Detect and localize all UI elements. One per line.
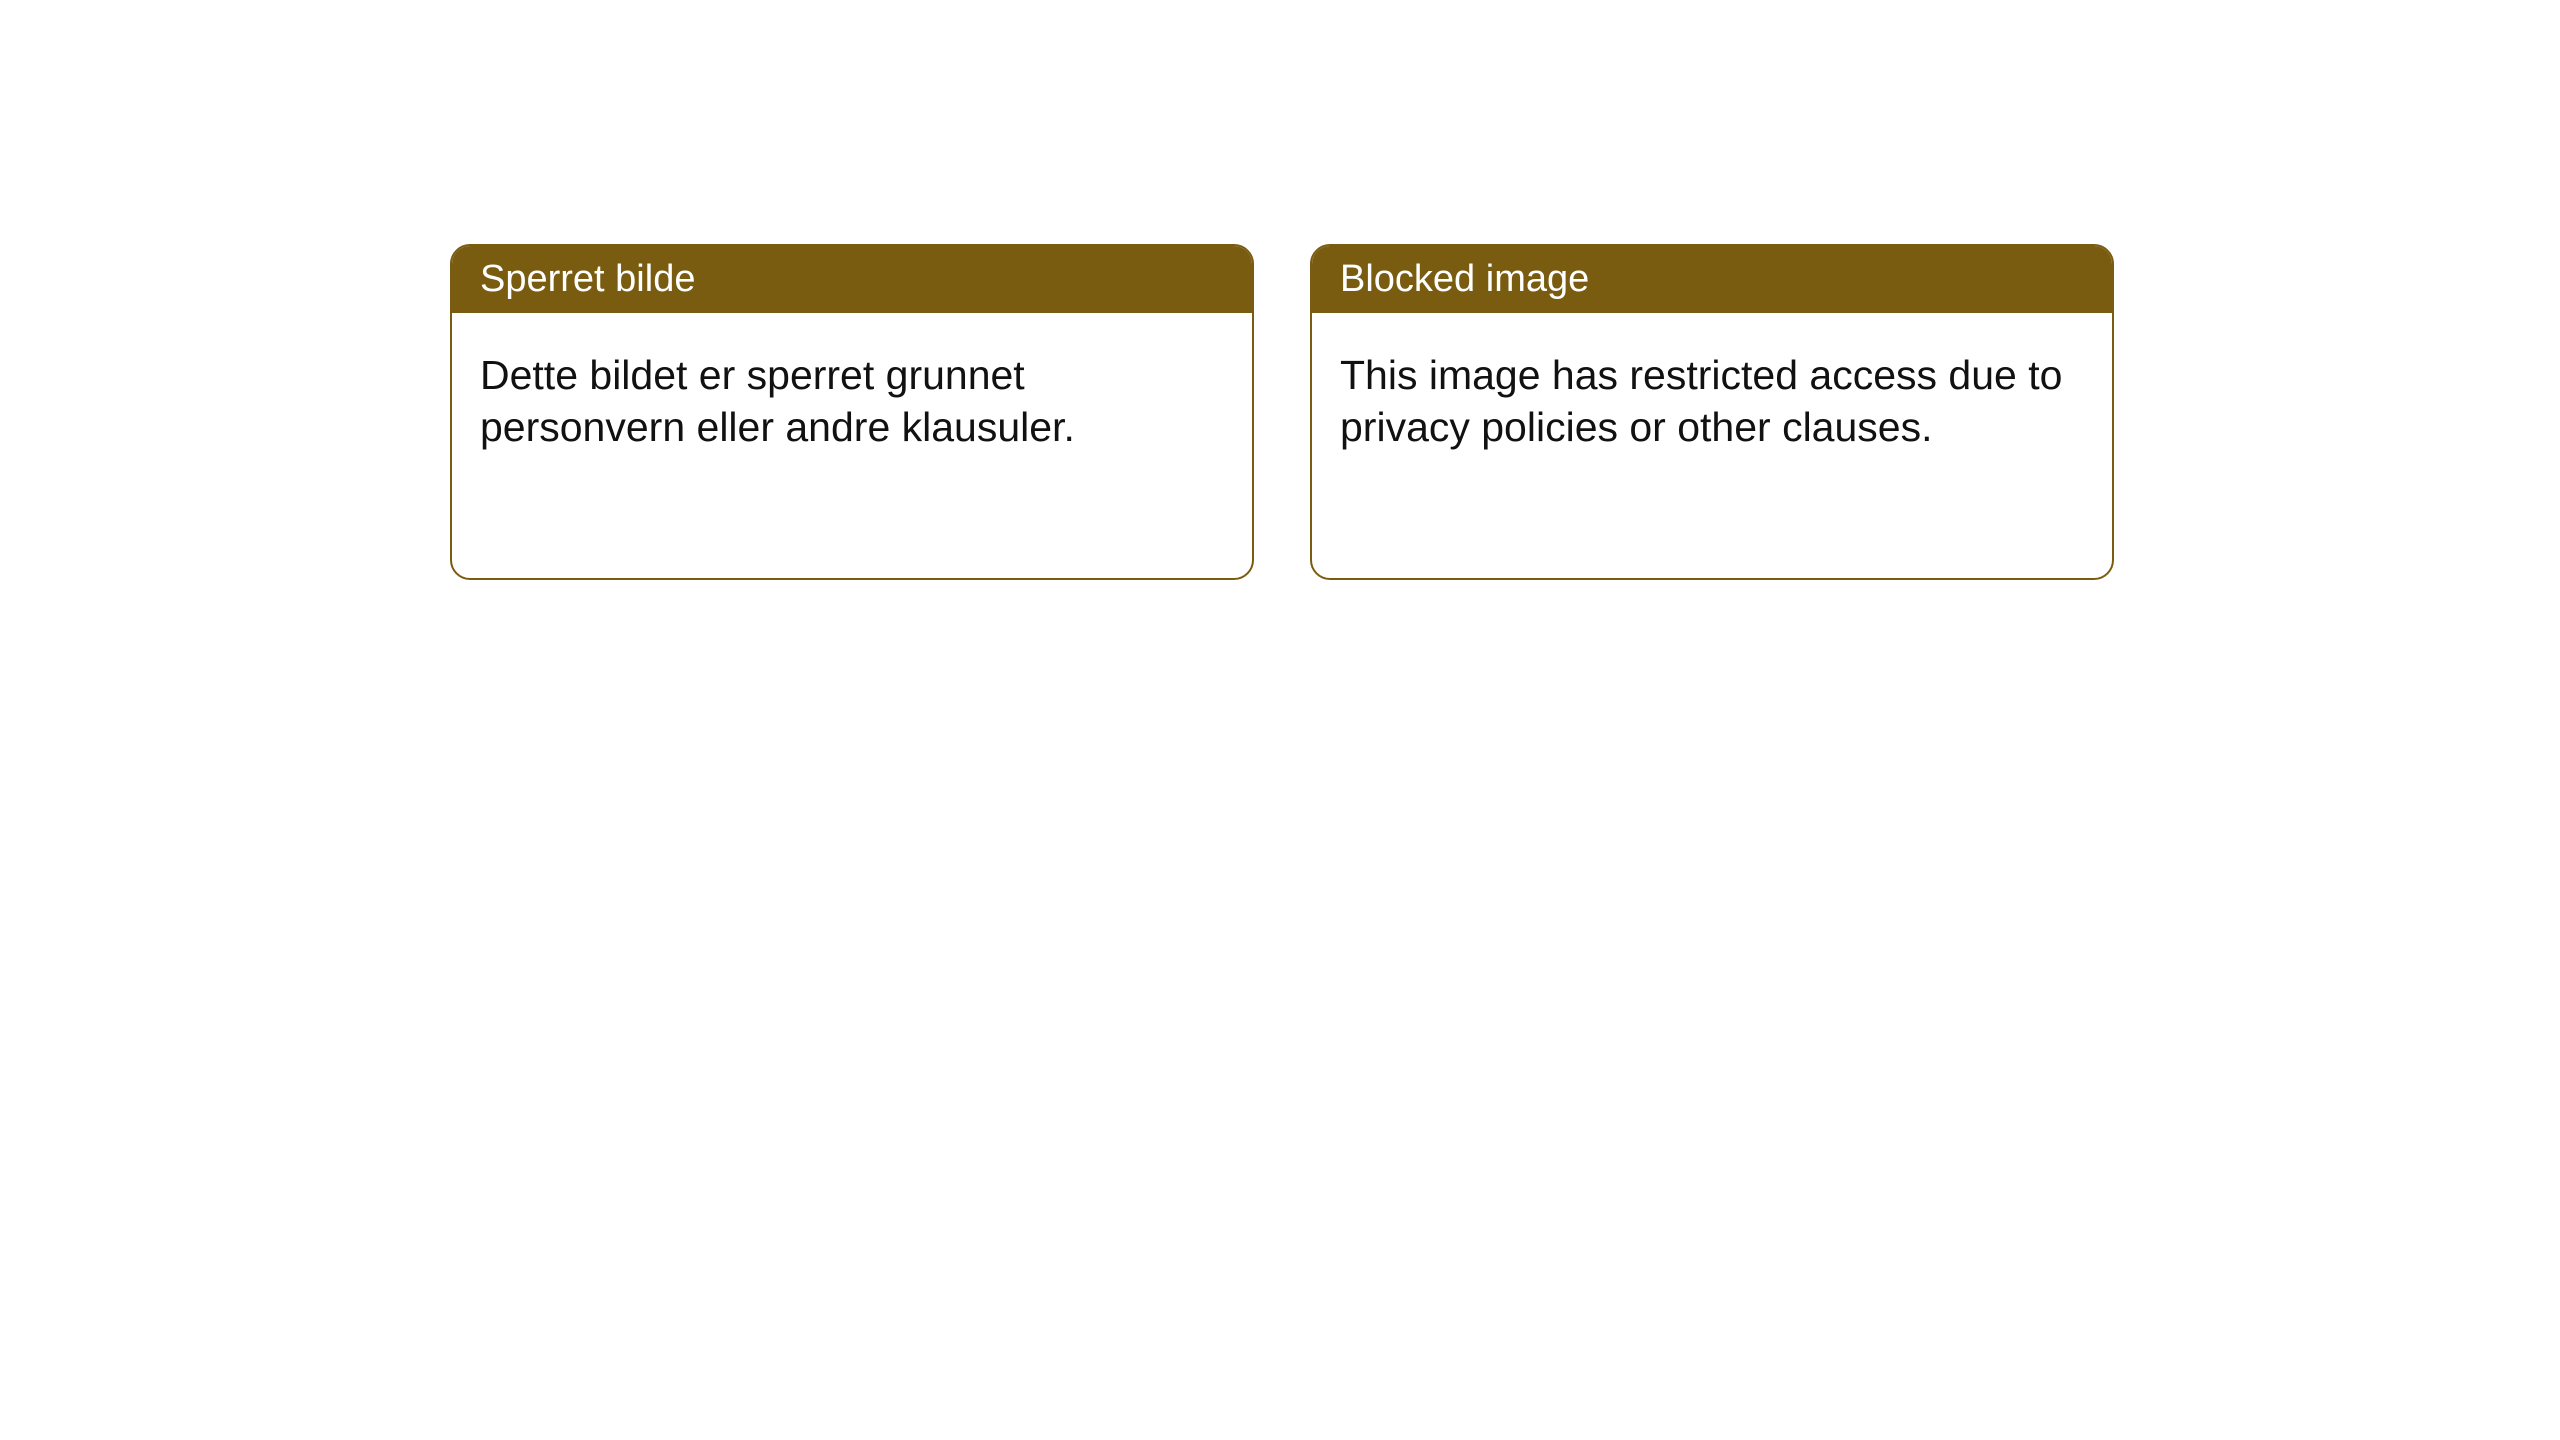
notice-header-norwegian: Sperret bilde (452, 246, 1252, 313)
notice-title-english: Blocked image (1340, 258, 1589, 300)
notice-title-norwegian: Sperret bilde (480, 258, 695, 300)
notice-header-english: Blocked image (1312, 246, 2112, 313)
notice-container: Sperret bilde Dette bildet er sperret gr… (0, 0, 2560, 580)
notice-text-english: This image has restricted access due to … (1340, 352, 2062, 450)
notice-box-english: Blocked image This image has restricted … (1310, 244, 2114, 580)
notice-box-norwegian: Sperret bilde Dette bildet er sperret gr… (450, 244, 1254, 580)
notice-body-norwegian: Dette bildet er sperret grunnet personve… (452, 313, 1252, 490)
notice-body-english: This image has restricted access due to … (1312, 313, 2112, 490)
notice-text-norwegian: Dette bildet er sperret grunnet personve… (480, 352, 1075, 450)
